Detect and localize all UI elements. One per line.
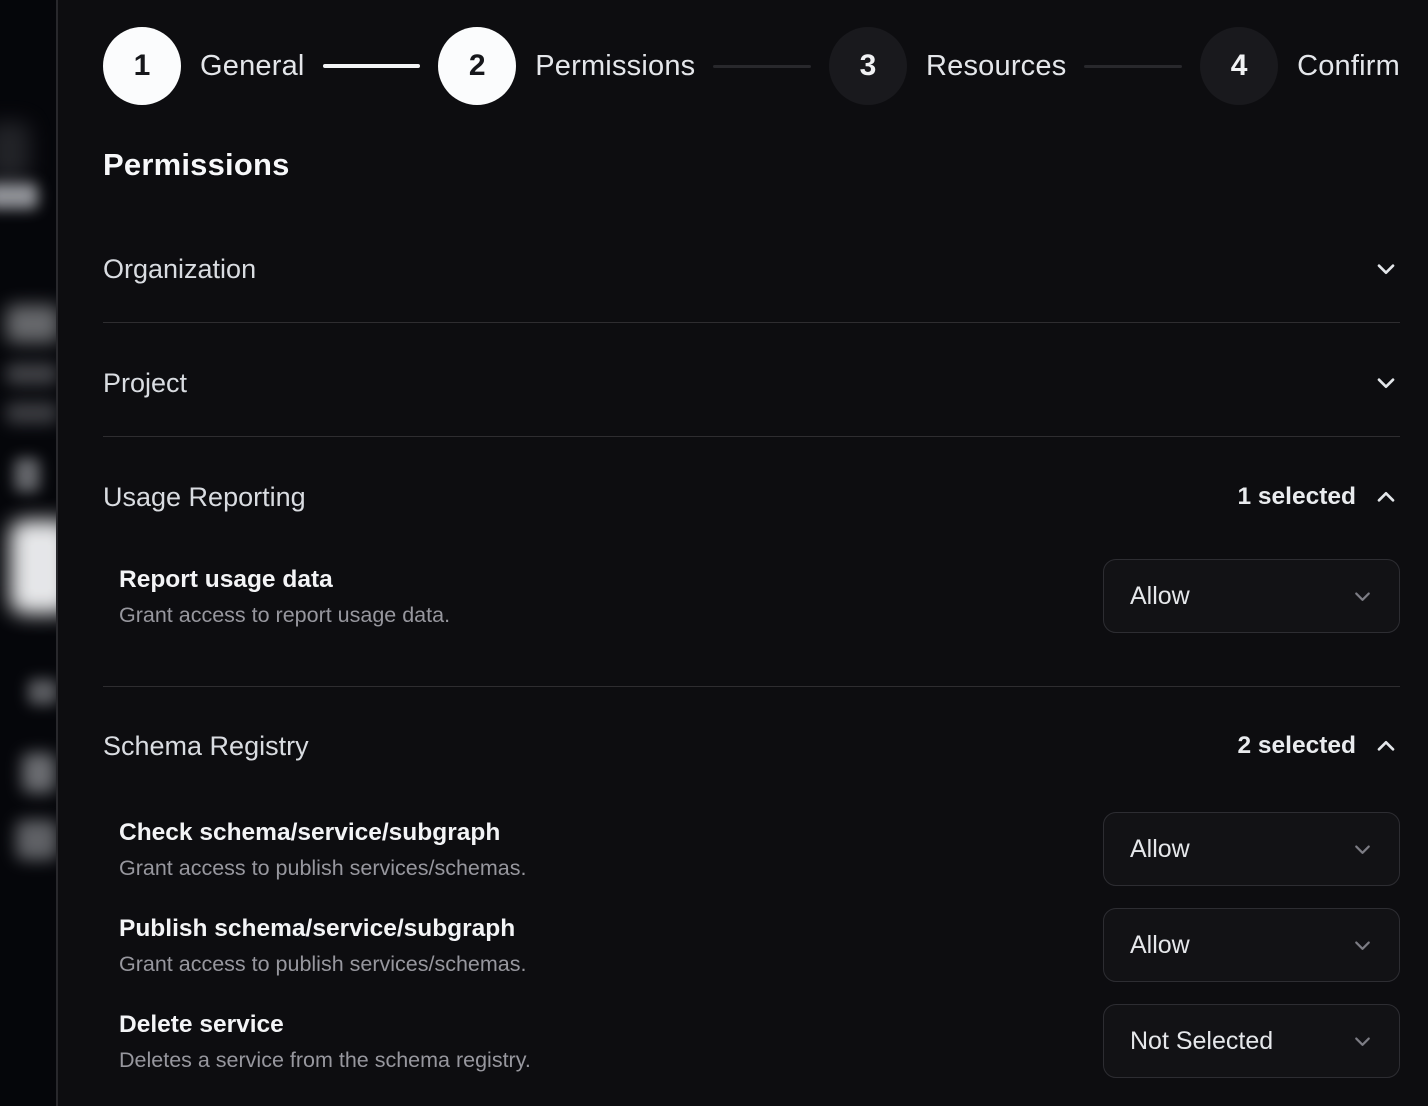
step-label: General bbox=[200, 49, 305, 82]
delete-service-select[interactable]: Not Selected bbox=[1103, 1004, 1400, 1078]
chevron-up-icon bbox=[1372, 483, 1400, 511]
chevron-down-icon bbox=[1350, 584, 1375, 609]
permission-description: Grant access to report usage data. bbox=[119, 602, 451, 627]
step-number-badge: 1 bbox=[103, 27, 181, 105]
step-number-badge: 3 bbox=[829, 27, 907, 105]
section-title: Project bbox=[103, 368, 188, 398]
select-value: Not Selected bbox=[1130, 1026, 1274, 1055]
step-label: Resources bbox=[926, 49, 1067, 82]
section-project: Project bbox=[103, 323, 1400, 437]
section-usage-reporting: Usage Reporting 1 selected Report usage … bbox=[103, 437, 1400, 687]
section-project-toggle[interactable]: Project bbox=[103, 323, 1400, 436]
permission-description: Grant access to publish services/schemas… bbox=[119, 855, 527, 880]
select-value: Allow bbox=[1130, 930, 1190, 959]
blurred-background-element bbox=[6, 305, 56, 343]
stepper-step-general[interactable]: 1 General bbox=[103, 27, 305, 105]
section-schema-registry-toggle[interactable]: Schema Registry 2 selected bbox=[103, 687, 1400, 763]
stepper-step-permissions[interactable]: 2 Permissions bbox=[438, 27, 695, 105]
chevron-down-icon bbox=[1350, 1029, 1375, 1054]
check-schema-select[interactable]: Allow bbox=[1103, 812, 1400, 886]
report-usage-data-select[interactable]: Allow bbox=[1103, 559, 1400, 633]
chevron-down-icon bbox=[1350, 933, 1375, 958]
chevron-up-icon bbox=[1372, 732, 1400, 760]
wizard-stepper: 1 General 2 Permissions 3 Resources 4 Co… bbox=[103, 27, 1400, 105]
background-blurred-sidebar bbox=[0, 0, 56, 1106]
stepper-step-resources[interactable]: 3 Resources bbox=[829, 27, 1066, 105]
chevron-down-icon bbox=[1350, 837, 1375, 862]
selected-count-badge: 1 selected bbox=[1237, 483, 1357, 510]
permission-description: Deletes a service from the schema regist… bbox=[119, 1047, 531, 1072]
blurred-background-element bbox=[14, 458, 40, 492]
page-title: Permissions bbox=[103, 147, 290, 182]
step-number-badge: 2 bbox=[438, 27, 517, 105]
step-label: Permissions bbox=[535, 49, 696, 82]
blurred-background-element bbox=[10, 520, 56, 614]
blurred-background-element bbox=[6, 402, 56, 424]
permission-row-check-schema: Check schema/service/subgraph Grant acce… bbox=[103, 812, 1400, 886]
blurred-background-element bbox=[22, 753, 56, 793]
stepper-connector bbox=[713, 64, 811, 68]
permission-row-publish-schema: Publish schema/service/subgraph Grant ac… bbox=[103, 908, 1400, 982]
stepper-connector bbox=[1084, 64, 1183, 68]
blurred-background-element bbox=[0, 122, 30, 180]
section-title: Schema Registry bbox=[103, 731, 309, 761]
section-organization: Organization bbox=[103, 184, 1400, 323]
blurred-background-element bbox=[6, 363, 56, 385]
permission-title: Check schema/service/subgraph bbox=[119, 818, 501, 846]
permission-row-delete-service: Delete service Deletes a service from th… bbox=[103, 1004, 1400, 1078]
permission-title: Publish schema/service/subgraph bbox=[119, 914, 516, 942]
blurred-background-element bbox=[16, 820, 56, 860]
blurred-background-element bbox=[28, 679, 56, 705]
permission-title: Report usage data bbox=[119, 565, 333, 593]
wizard-panel: 1 General 2 Permissions 3 Resources 4 Co… bbox=[56, 0, 1428, 1106]
publish-schema-select[interactable]: Allow bbox=[1103, 908, 1400, 982]
chevron-down-icon bbox=[1372, 255, 1400, 283]
permission-description: Grant access to publish services/schemas… bbox=[119, 951, 527, 976]
select-value: Allow bbox=[1130, 581, 1190, 610]
step-number-badge: 4 bbox=[1200, 27, 1279, 105]
section-title: Organization bbox=[103, 254, 257, 284]
selected-count-badge: 2 selected bbox=[1237, 732, 1357, 759]
permission-title: Delete service bbox=[119, 1010, 284, 1038]
section-organization-toggle[interactable]: Organization bbox=[103, 184, 1400, 322]
section-usage-reporting-toggle[interactable]: Usage Reporting 1 selected bbox=[103, 437, 1400, 514]
step-label: Confirm bbox=[1297, 49, 1400, 82]
section-title: Usage Reporting bbox=[103, 482, 306, 512]
chevron-down-icon bbox=[1372, 369, 1400, 397]
permission-row-report-usage-data: Report usage data Grant access to report… bbox=[103, 559, 1400, 633]
section-schema-registry: Schema Registry 2 selected Check schema/… bbox=[103, 687, 1400, 1105]
stepper-connector bbox=[322, 64, 421, 68]
blurred-background-element bbox=[0, 183, 38, 209]
select-value: Allow bbox=[1130, 834, 1190, 863]
stepper-step-confirm[interactable]: 4 Confirm bbox=[1200, 27, 1400, 105]
